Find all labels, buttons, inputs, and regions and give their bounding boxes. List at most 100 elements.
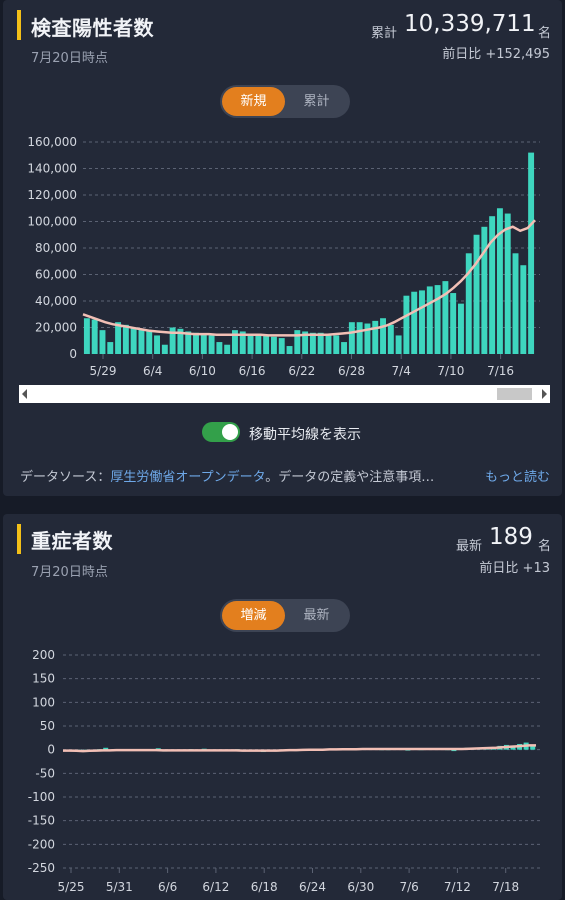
bar: [333, 335, 340, 354]
bar: [504, 213, 511, 354]
y-tick-label: 200: [32, 648, 55, 662]
source-suffix: 。データの定義や注意事項…: [265, 470, 435, 485]
moving-average-line: [82, 219, 536, 337]
x-tick-label: 7/16: [487, 364, 514, 378]
x-tick-label: 7/18: [492, 880, 519, 894]
bar: [232, 330, 238, 354]
bar: [530, 745, 536, 750]
x-tick-label: 6/6: [158, 880, 177, 894]
chart-scrollbar[interactable]: [19, 385, 550, 403]
x-tick-label: 6/28: [338, 364, 365, 378]
positive-cases-chart: 0 20,000 40,000 60,000 80,000 100,000 120,000 1…: [27, 135, 540, 378]
bar: [122, 324, 129, 354]
severe-cases-title: 重症者数: [31, 529, 113, 553]
scroll-left-icon[interactable]: [22, 389, 27, 399]
positive-view-toggle: 新規 累計: [220, 85, 350, 118]
bar: [177, 328, 184, 354]
bar: [426, 286, 433, 354]
moving-average-switch[interactable]: [202, 422, 240, 442]
severe-total-label: 最新: [456, 539, 483, 554]
bar: [224, 344, 231, 354]
positive-as-of: 7月20日時点: [31, 51, 108, 66]
y-tick-label: 100,000: [27, 215, 77, 229]
bar: [138, 328, 145, 354]
positive-unit: 名: [538, 26, 552, 41]
bar: [115, 322, 122, 354]
x-tick-label: 6/18: [251, 880, 278, 894]
y-tick-label: -100: [28, 790, 55, 804]
bar: [154, 335, 160, 354]
toggle-cumulative-button[interactable]: 累計: [303, 94, 330, 109]
y-tick-label: 40,000: [35, 294, 77, 308]
x-tick-label: 6/24: [299, 880, 326, 894]
bar: [496, 208, 503, 354]
scroll-right-icon[interactable]: [542, 389, 547, 399]
bar: [200, 334, 207, 354]
bar: [294, 330, 301, 354]
positive-diff: 前日比 +152,495: [442, 47, 550, 62]
bar: [255, 335, 262, 354]
toggle-change-button[interactable]: 増減: [222, 601, 285, 630]
y-tick-label: 160,000: [27, 135, 77, 149]
data-source: データソース：厚生労働省オープンデータ。データの定義や注意事項…: [20, 466, 434, 485]
bar: [451, 749, 457, 752]
bar: [372, 320, 379, 354]
severe-cases-chart: -250 -200 -150 -100 -50 0 50 100 150 200 5/25 5/31 6…: [28, 648, 540, 894]
positive-cases-card: 検査陽性者数 7月20日時点 累計 10,339,711 名 前日比 +152,…: [3, 0, 562, 496]
bar: [434, 285, 441, 354]
y-tick-label: 20,000: [35, 321, 77, 335]
x-tick-label: 5/25: [58, 880, 85, 894]
toggle-new-button[interactable]: 新規: [222, 87, 285, 116]
bar: [103, 747, 109, 750]
severe-view-toggle: 増減 最新: [220, 599, 350, 632]
positive-total-label: 累計: [371, 26, 398, 41]
x-tick-label: 7/12: [444, 880, 471, 894]
bar: [380, 318, 386, 354]
bar: [270, 336, 277, 354]
bar: [302, 331, 309, 354]
bar: [348, 322, 355, 354]
x-tick-label: 6/16: [239, 364, 266, 378]
x-tick-label: 7/4: [392, 364, 411, 378]
bar: [512, 253, 519, 354]
bar: [481, 226, 488, 354]
y-tick-label: 100: [32, 695, 55, 709]
severe-cases-card: 重症者数 7月20日時点 最新 189 名 前日比 +13 増減 最新 -250…: [3, 514, 562, 900]
bar: [473, 234, 480, 354]
y-tick-label: -150: [28, 814, 55, 828]
bar: [107, 342, 114, 354]
y-tick-label: -250: [28, 861, 55, 875]
switch-knob: [222, 424, 238, 440]
bar: [528, 152, 535, 354]
x-tick-label: 5/29: [90, 364, 117, 378]
bar: [442, 281, 449, 354]
bar: [411, 291, 418, 354]
bar: [403, 295, 410, 354]
y-tick-label: -50: [35, 766, 55, 780]
scroll-thumb[interactable]: [497, 388, 532, 400]
bar: [325, 334, 332, 354]
title-accent-bar: [17, 524, 21, 554]
bar: [458, 303, 464, 354]
toggle-latest-button[interactable]: 最新: [303, 608, 330, 623]
read-more-link[interactable]: もっと読む: [484, 470, 550, 485]
bar: [450, 293, 457, 354]
source-link[interactable]: 厚生労働省オープンデータ: [110, 470, 266, 485]
positive-total-value: 10,339,711: [404, 11, 536, 37]
y-tick-label: 150: [32, 672, 55, 686]
y-tick-label: 140,000: [27, 162, 77, 176]
bar: [278, 338, 285, 354]
y-tick-label: 80,000: [35, 241, 77, 255]
moving-average-label: 移動平均線を表示: [249, 427, 361, 443]
severe-diff: 前日比 +13: [479, 561, 550, 576]
x-tick-label: 7/10: [437, 364, 464, 378]
bar: [130, 327, 137, 354]
bar: [309, 332, 316, 354]
x-tick-label: 7/6: [399, 880, 418, 894]
x-tick-label: 6/12: [202, 880, 229, 894]
y-tick-label: 60,000: [35, 268, 77, 282]
bar: [520, 265, 527, 354]
bar: [193, 332, 199, 354]
positive-cases-title: 検査陽性者数: [31, 16, 154, 40]
title-accent-bar: [17, 10, 21, 40]
